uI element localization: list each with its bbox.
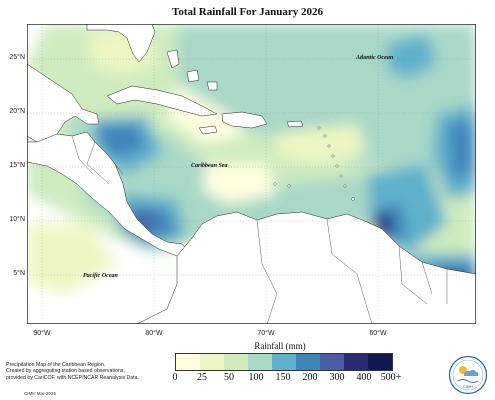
lat-label-20n: 20°N	[9, 108, 25, 115]
label-caribbean-sea: Caribbean Sea	[191, 163, 228, 169]
rainfall-field	[27, 24, 476, 324]
legend-swatch	[272, 354, 296, 370]
legend-swatch	[368, 354, 392, 370]
lat-label-25n: 25°N	[9, 54, 25, 61]
lon-label-70w: 70°W	[257, 330, 275, 337]
label-pacific-ocean: Pacific Ocean	[83, 273, 118, 279]
legend-swatch	[176, 354, 200, 370]
legend-swatch	[296, 354, 320, 370]
lat-label-10n: 10°N	[9, 216, 25, 223]
legend-swatch	[344, 354, 368, 370]
country-borders	[71, 135, 448, 324]
logo-text: CIMH	[463, 384, 473, 389]
legend-tick-label: 150	[275, 372, 291, 383]
graticule	[27, 24, 476, 324]
map-title: Total Rainfall For January 2026	[172, 6, 323, 18]
lon-label-60w: 60°W	[369, 330, 387, 337]
legend-swatch	[320, 354, 344, 370]
legend-tick-label: 200	[302, 372, 318, 383]
credit-line-1: Precipitation Map of the Caribbean Regio…	[6, 362, 106, 368]
legend-tick-label: 300	[329, 372, 345, 383]
legend-tick-label: 0	[172, 372, 178, 383]
legend-swatch	[200, 354, 224, 370]
legend-tick-label: 400	[356, 372, 372, 383]
legend-tick-label: 50	[224, 372, 234, 383]
rainfall-legend	[175, 353, 393, 371]
lesser-antilles	[273, 126, 355, 201]
legend-tick-label: 100	[248, 372, 264, 383]
lon-label-80w: 80°W	[145, 330, 163, 337]
legend-tick-label: 25	[197, 372, 207, 383]
credit-line-2: Created by aggregating station based obs…	[6, 368, 125, 375]
lon-label-90w: 90°W	[33, 330, 51, 337]
label-atlantic-ocean: Atlantic Ocean	[356, 55, 394, 61]
credit-text: Precipitation Map of the Caribbean Regio…	[6, 362, 139, 381]
lat-label-15n: 15°N	[9, 162, 25, 169]
credit-line-3: provided by CariCOF, with NCEP/NCAR Rean…	[6, 374, 139, 381]
sun-icon	[459, 366, 467, 374]
legend-title: Rainfall (mm)	[254, 341, 306, 351]
lat-label-5n: 5°N	[13, 270, 25, 277]
legend-swatch	[248, 354, 272, 370]
credit-date: CIMH Mar-2026	[24, 391, 57, 396]
cloud-icon	[464, 369, 479, 376]
cimh-logo: CIMH	[448, 355, 488, 395]
legend-tick-label: 500+	[380, 372, 402, 383]
legend-swatch	[224, 354, 248, 370]
rainfall-map	[27, 24, 476, 324]
